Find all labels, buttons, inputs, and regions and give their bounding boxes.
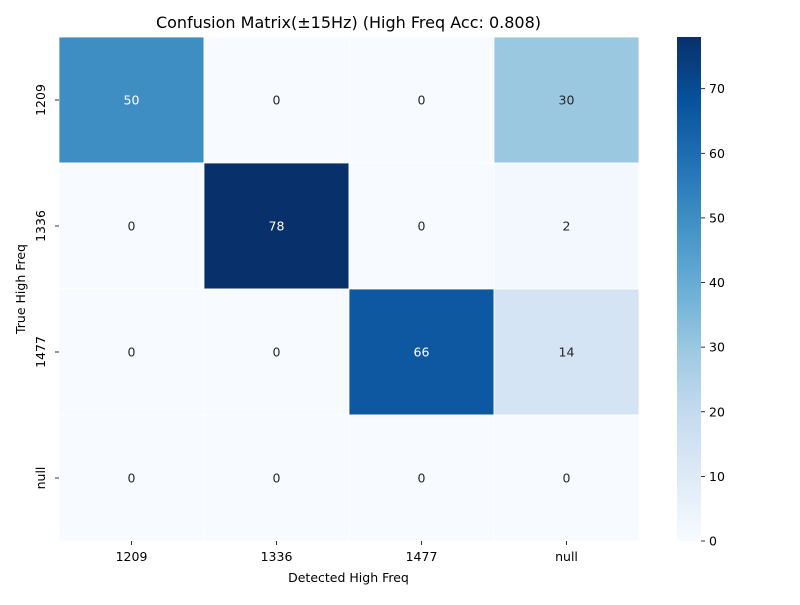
colorbar [677,37,701,541]
heatmap-cells [58,36,640,542]
cell-value-label: 50 [124,93,140,108]
cell-value-label: 0 [128,471,136,486]
y-tick-label: 1477 [33,336,48,368]
y-tick-label: null [33,467,48,490]
cell-value-label: 0 [128,345,136,360]
colorbar-tick-label: 50 [709,210,725,225]
cell-value-label: 30 [559,93,575,108]
heatmap-cell [203,414,350,542]
heatmap-cell [58,414,205,542]
cell-value-label: 0 [273,93,281,108]
x-tick-label: null [555,549,578,564]
x-axis-ticks: 1209 1336 1477 null [116,541,578,564]
cell-value-label: 0 [418,93,426,108]
cell-value-label: 0 [128,219,136,234]
colorbar-ticks: 0 10 20 30 40 50 60 70 [701,81,725,549]
cell-value-label: 0 [563,471,571,486]
colorbar-tick-label: 60 [709,146,725,161]
y-tick-label: 1209 [33,84,48,116]
heatmap-cell [58,36,205,164]
heatmap-cell [493,414,640,542]
y-tick-label: 1336 [33,210,48,242]
heatmap-cell-labels: 50 0 0 30 0 78 0 2 0 0 66 14 0 0 0 0 [124,93,575,486]
heatmap-cell [493,288,640,416]
cell-value-label: 14 [559,345,575,360]
x-tick-label: 1336 [261,549,293,564]
chart-title: Confusion Matrix(±15Hz) (High Freq Acc: … [156,13,541,32]
heatmap-cell [203,162,350,290]
heatmap-cell [203,288,350,416]
x-axis-label: Detected High Freq [288,570,409,585]
heatmap-cell [493,36,640,164]
colorbar-tick-label: 0 [709,534,717,549]
cell-value-label: 0 [273,345,281,360]
heatmap-cell [493,162,640,290]
cell-value-label: 78 [269,219,285,234]
cell-value-label: 0 [418,471,426,486]
y-axis-ticks: 1209 1336 1477 null [33,84,59,489]
x-tick-label: 1209 [116,549,148,564]
y-axis-label: True High Freq [13,244,28,335]
colorbar-tick-label: 40 [709,275,725,290]
colorbar-tick-label: 70 [709,81,725,96]
x-tick-label: 1477 [406,549,438,564]
heatmap-cell [348,162,495,290]
cell-value-label: 2 [563,219,571,234]
heatmap-cell [58,162,205,290]
cell-value-label: 0 [273,471,281,486]
heatmap-cell [203,36,350,164]
cell-value-label: 66 [414,345,430,360]
cell-value-label: 0 [418,219,426,234]
colorbar-tick-label: 20 [709,404,725,419]
colorbar-tick-label: 30 [709,340,725,355]
heatmap-cell [348,414,495,542]
heatmap-cell [348,36,495,164]
colorbar-tick-label: 10 [709,469,725,484]
